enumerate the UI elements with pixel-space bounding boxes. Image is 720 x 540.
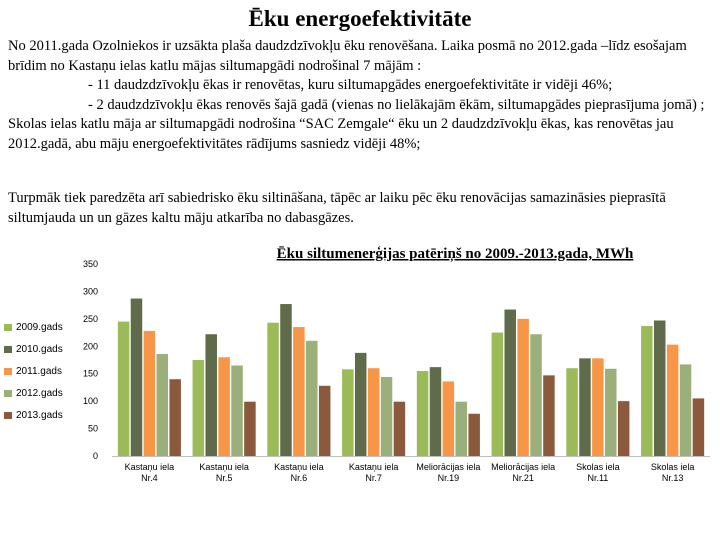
x-tick-label: Kastaņu iela Nr.5 [199,462,249,483]
bar [380,377,393,456]
y-axis: 0 50 100 150 200 250 300 350 [83,259,710,461]
bar [293,327,305,456]
bar [130,298,143,456]
intro-bullet: - 11 daudzdzīvokļu ēkas ir renovētas, ku… [88,77,613,93]
page-title: Ēku energoefektivitāte [248,6,472,31]
legend-label: 2010.gads [16,344,63,355]
bar [592,358,604,456]
chart-legend: 2009.gads 2010.gads 2011.gads 2012.gads 2013… [4,322,63,421]
x-tick-label: Kastaņu iela Nr.6 [274,462,324,483]
bar [429,367,442,456]
legend-swatch [4,324,12,331]
bar [354,352,367,456]
y-tick-label: 250 [83,314,98,324]
bar [416,370,429,456]
x-tick-label: Meliorācijas iela Nr.21 [491,462,555,483]
bar [143,330,156,456]
intro-bullet: - 2 daudzdzīvokļu ēkas renovēs šajā gadā… [88,96,705,113]
bar [393,401,406,456]
bar [517,318,529,456]
y-tick-label: 100 [83,396,98,406]
bar [504,309,516,456]
y-tick-label: 150 [83,369,98,379]
legend-swatch [4,368,12,375]
bar [267,322,279,456]
bar [280,304,292,456]
bar [692,398,705,456]
legend-swatch [4,390,12,397]
outlook-paragraph: Turpmāk tiek paredzēta arī sabiedrisko ē… [8,190,666,226]
legend-label: 2011.gads [16,366,62,377]
y-tick-label: 300 [83,286,98,296]
legend-label: 2012.gads [16,388,63,399]
x-tick-label: Meliorācijas iela Nr.19 [416,462,480,483]
y-tick-label: 50 [88,424,98,434]
bar [218,357,230,456]
bar [641,325,653,456]
legend-swatch [4,346,12,353]
legend-swatch [4,412,12,419]
x-axis: Kastaņu iela Nr.4 Kastaņu iela Nr.5 Kastaņu … [125,462,695,483]
chart-title: Ēku siltumenerģijas patēriņš no 2009.-20… [277,246,634,262]
bar [169,379,181,456]
bar [342,369,354,456]
plot-area [117,298,705,456]
legend-label: 2013.gads [16,410,63,421]
bar [543,375,555,456]
y-tick-label: 0 [93,451,98,461]
bar [666,344,679,456]
bar [244,401,256,456]
intro-line: Skolas ielas katlu māja ar siltumapgādi … [8,116,674,152]
x-tick-label: Kastaņu iela Nr.4 [125,462,175,483]
x-tick-label: Skolas iela Nr.11 [576,462,620,483]
legend-label: 2009.gads [16,322,63,333]
bar [192,360,205,456]
y-tick-label: 200 [83,341,98,351]
intro-paragraph: No 2011.gada Ozolniekos ir uzsākta plaša… [8,37,714,154]
bar [367,368,380,456]
intro-line: No 2011.gada Ozolniekos ir uzsākta plaša… [8,38,687,74]
bar [491,332,504,456]
bar [442,381,455,456]
energy-chart: Ēku siltumenerģijas patēriņš no 2009.-20… [4,246,710,483]
bar [455,401,468,456]
bar [205,334,217,456]
bar [231,365,243,456]
bar [156,353,169,456]
y-tick-label: 350 [83,259,98,269]
bar [117,321,130,456]
bar [679,364,692,456]
bar [579,358,591,456]
bar [318,385,331,456]
bar [530,334,542,456]
x-tick-label: Skolas iela Nr.13 [651,462,695,483]
bar [468,413,480,456]
bar [617,401,630,456]
bar [653,320,666,456]
bar [566,368,578,456]
x-tick-label: Kastaņu iela Nr.7 [349,462,399,483]
bar [605,368,617,456]
bar [306,340,318,456]
